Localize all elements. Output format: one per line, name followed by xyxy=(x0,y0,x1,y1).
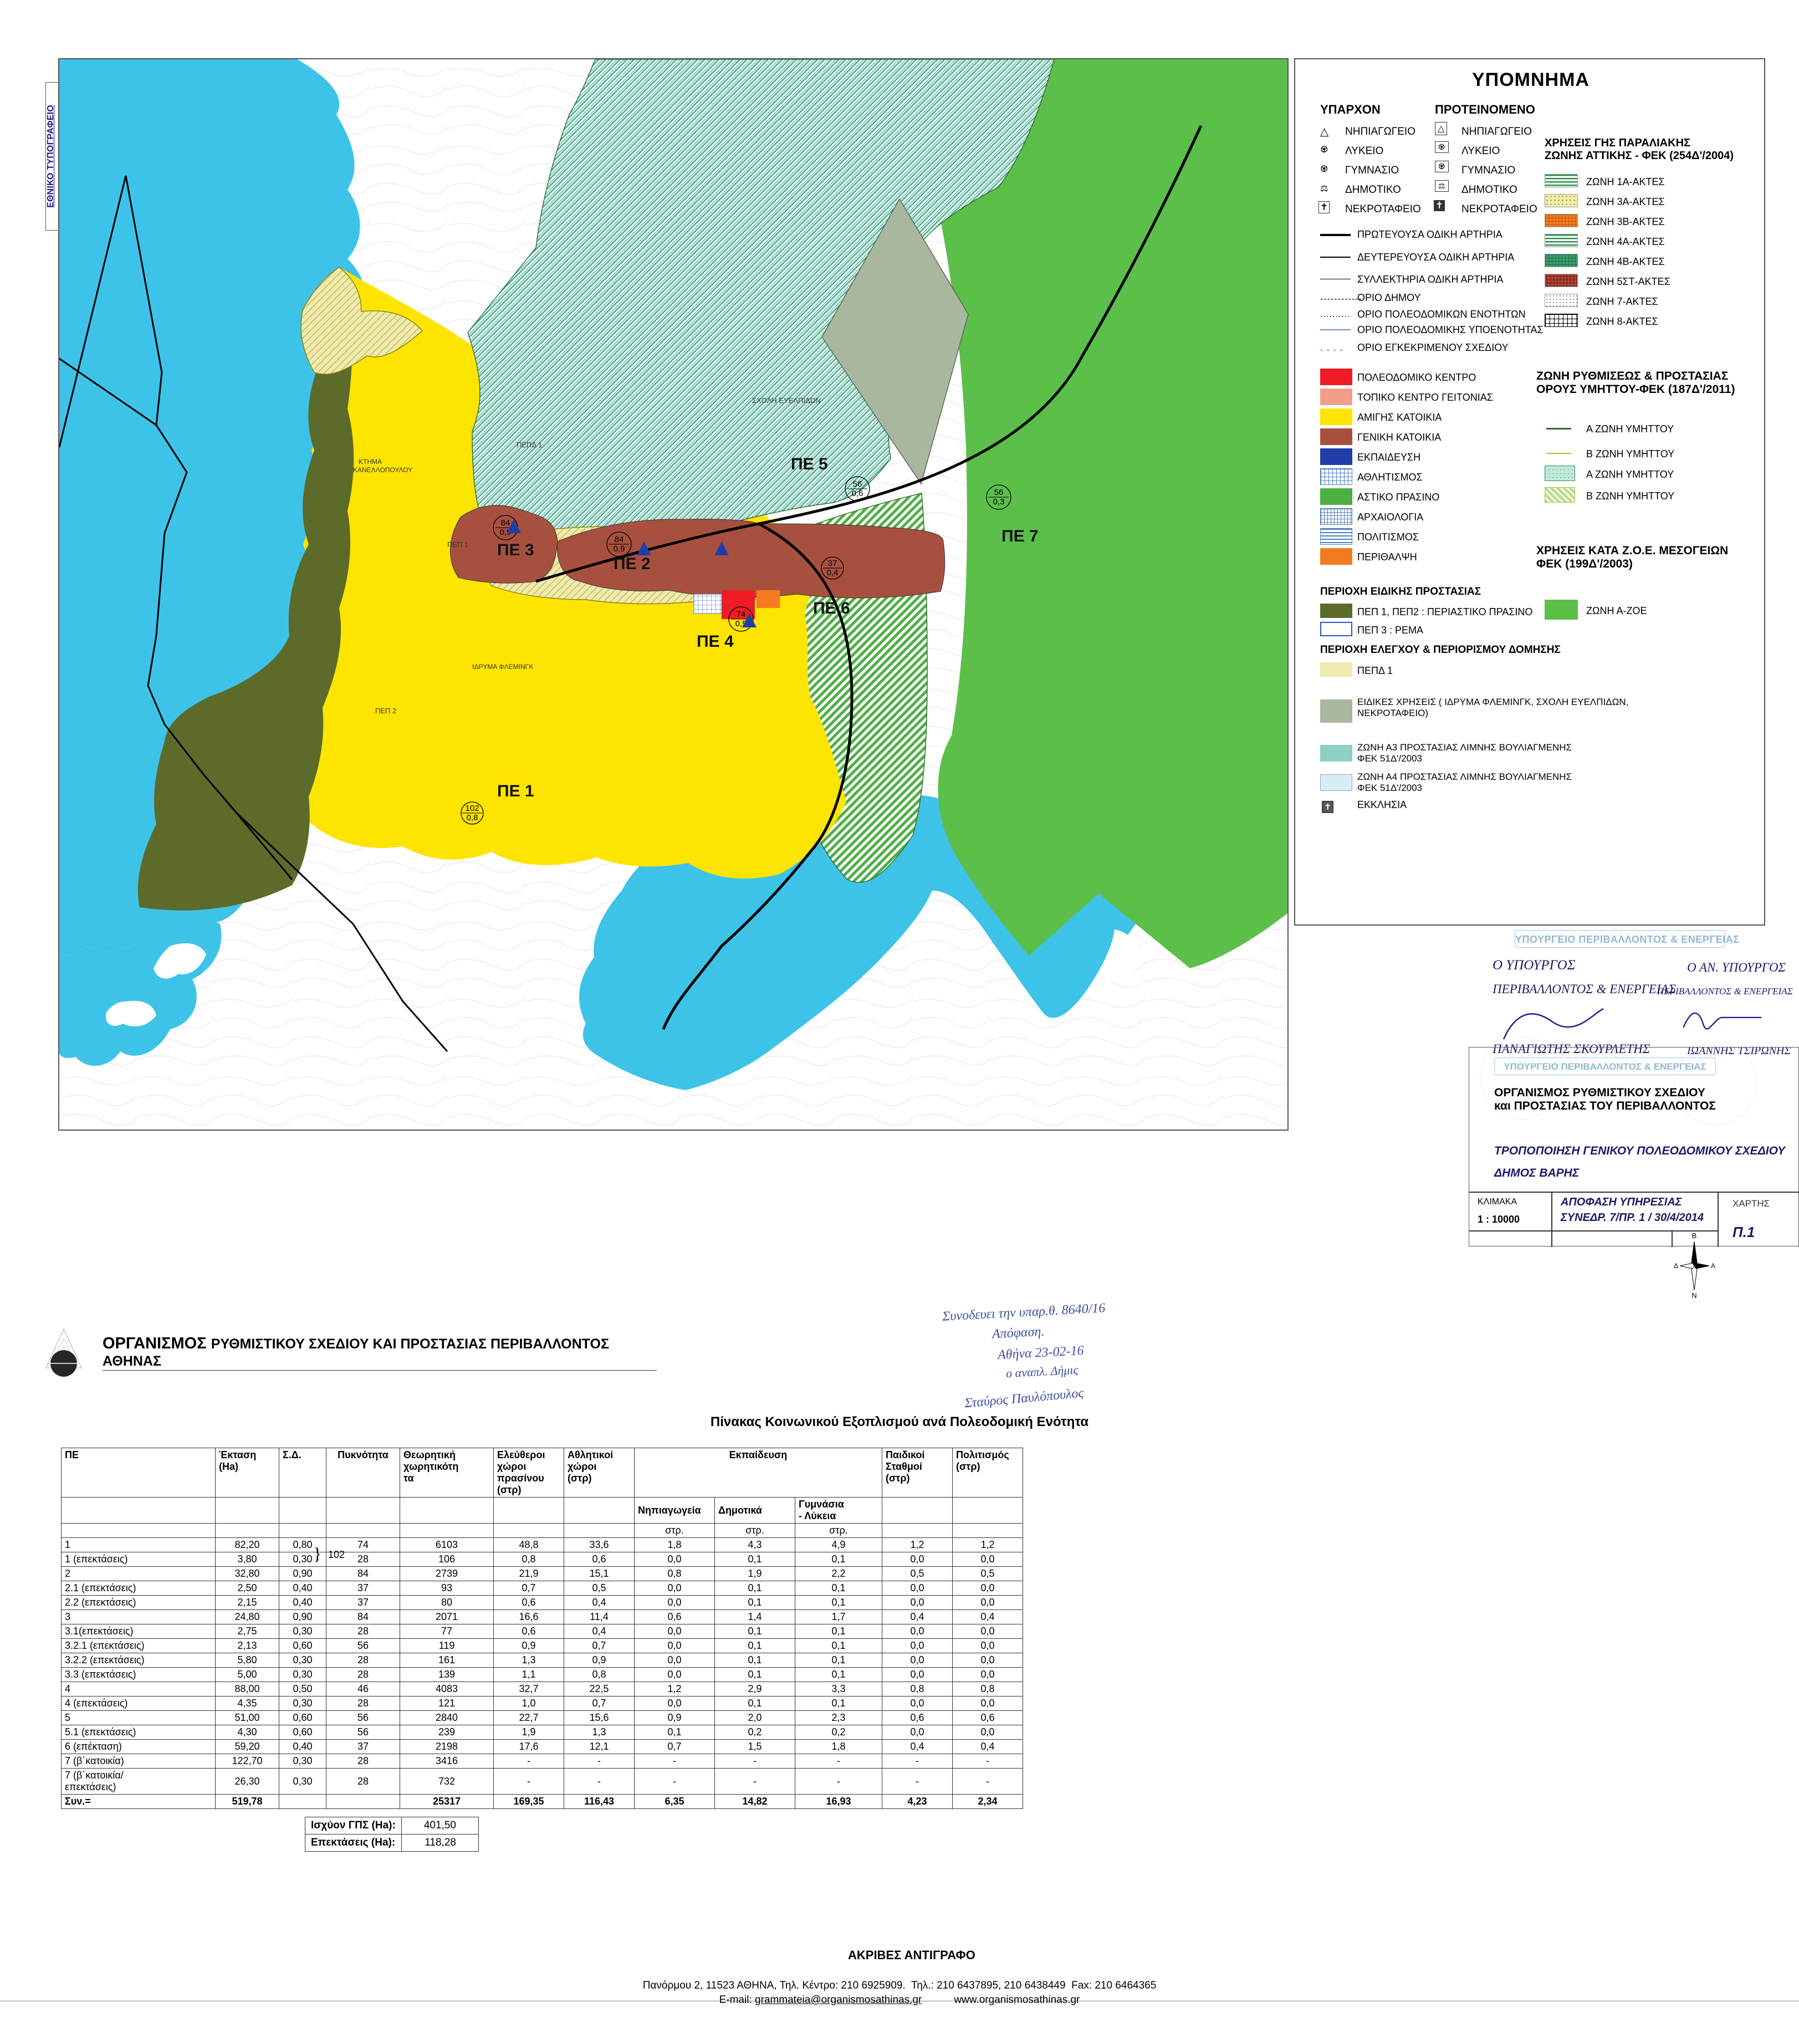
svg-text:ΠΕ 1: ΠΕ 1 xyxy=(497,782,534,800)
svg-text:Β: Β xyxy=(1692,1231,1697,1240)
svg-text:0,4: 0,4 xyxy=(827,568,839,578)
svg-text:102: 102 xyxy=(465,804,479,813)
svg-text:0,9: 0,9 xyxy=(614,544,625,554)
svg-text:ΠΕ 7: ΠΕ 7 xyxy=(1001,527,1039,545)
svg-text:ΠΕ 4: ΠΕ 4 xyxy=(697,632,734,651)
svg-text:ΠΕΠ 2: ΠΕΠ 2 xyxy=(375,707,396,715)
svg-text:ΚΤΗΜΑ: ΚΤΗΜΑ xyxy=(359,458,382,466)
svg-text:84: 84 xyxy=(615,535,624,544)
svg-text:74: 74 xyxy=(737,610,746,619)
svg-text:0,3: 0,3 xyxy=(993,497,1005,507)
svg-text:ΙΔΡΥΜΑ ΦΛΕΜΙΝΓΚ: ΙΔΡΥΜΑ ΦΛΕΜΙΝΓΚ xyxy=(472,663,533,671)
svg-text:37: 37 xyxy=(828,559,837,568)
svg-text:Ν: Ν xyxy=(1691,1291,1696,1300)
svg-text:ΠΕ 6: ΠΕ 6 xyxy=(813,599,850,617)
svg-text:ΠΕ 5: ΠΕ 5 xyxy=(791,455,828,473)
svg-text:ΣΧΟΛΗ ΕΥΕΛΠΙΔΩΝ: ΣΧΟΛΗ ΕΥΕΛΠΙΔΩΝ xyxy=(752,396,821,405)
svg-text:ΠΕΠΔ 1: ΠΕΠΔ 1 xyxy=(517,441,542,449)
svg-text:56: 56 xyxy=(994,488,1004,497)
svg-text:ΠΕ 2: ΠΕ 2 xyxy=(614,555,651,573)
svg-text:ΠΕ 3: ΠΕ 3 xyxy=(497,541,534,559)
svg-text:ΚΑΝΕΛΛΟΠΟΥΛΟΥ: ΚΑΝΕΛΛΟΠΟΥΛΟΥ xyxy=(353,466,412,474)
svg-text:84: 84 xyxy=(501,518,510,528)
svg-text:Δ: Δ xyxy=(1674,1262,1678,1270)
svg-text:ΠΕΠ 1: ΠΕΠ 1 xyxy=(447,540,468,549)
svg-text:0,8: 0,8 xyxy=(467,813,478,822)
svg-text:Α: Α xyxy=(1711,1262,1715,1270)
svg-text:56: 56 xyxy=(853,479,862,489)
svg-text:0,6: 0,6 xyxy=(852,489,863,498)
